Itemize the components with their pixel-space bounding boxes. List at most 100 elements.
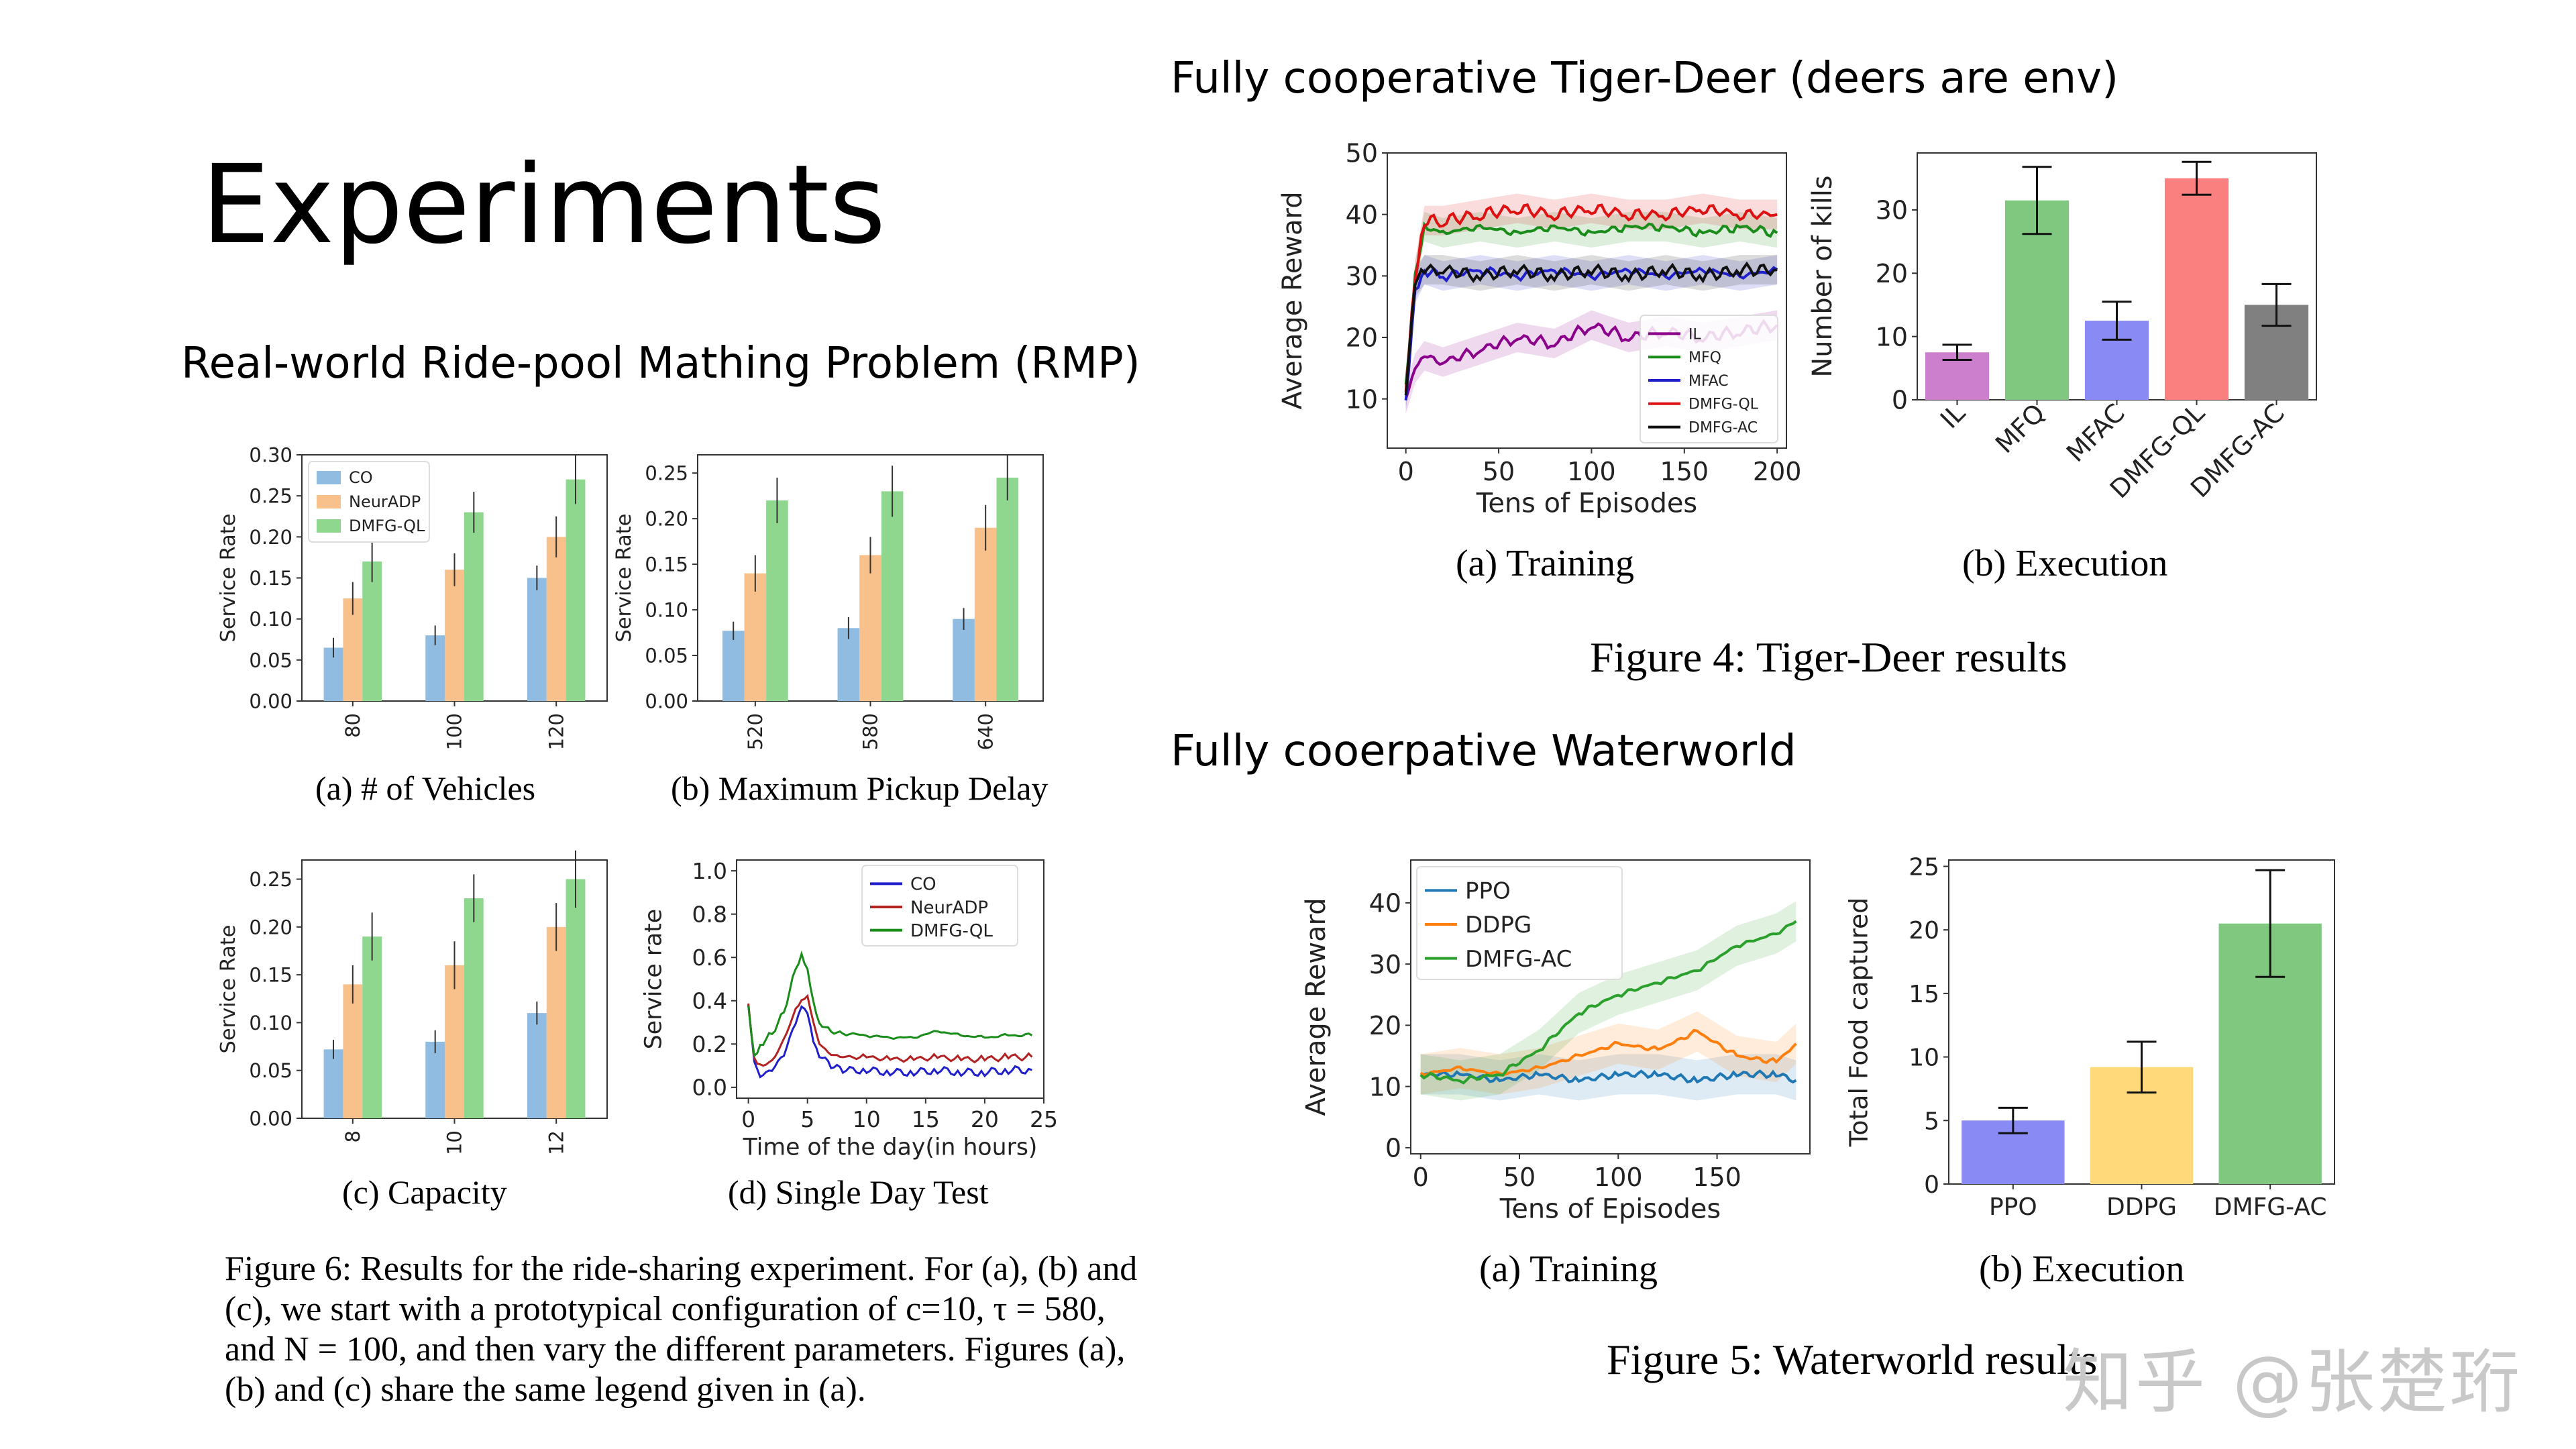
legend-box (861, 865, 1018, 947)
x-tick-label: 0 (741, 1106, 755, 1132)
series-line (1419, 920, 1797, 1085)
chart-waterworld-execution: 0 5 10 15 20 25 Total Food captured PPO DDPG DMFG… (1843, 853, 2335, 1221)
series-line (1419, 1028, 1797, 1077)
y-tick-label: 0.05 (249, 649, 292, 672)
y-tick-label: 0.25 (645, 462, 688, 485)
y-tick-label: 40 (1369, 889, 1401, 918)
y-tick-label: 0.6 (692, 945, 727, 971)
y-tick-label: 0.00 (249, 1107, 292, 1130)
y-tick-label: 0.8 (692, 902, 727, 928)
x-tick-label: 100 (1594, 1163, 1643, 1192)
series-line (747, 950, 1033, 1058)
x-tick-label: DMFG-AC (2214, 1193, 2327, 1221)
legend-label: DMFG-AC (1465, 946, 1572, 973)
y-axis-label: Service Rate (217, 514, 240, 643)
legend-swatch (317, 519, 341, 533)
bar (343, 984, 363, 1118)
y-tick-label: 30 (1346, 262, 1378, 291)
y-tick-label: 0 (1924, 1171, 1939, 1199)
legend-box (1416, 866, 1623, 980)
y-tick-label: 20 (1876, 259, 1908, 288)
series-line (1404, 203, 1778, 392)
y-tick-label: 0.20 (645, 508, 688, 531)
x-tick-label: IL (1935, 398, 1971, 434)
y-axis-label: Average Reward (1277, 191, 1308, 409)
y-axis-label: Average Reward (1301, 898, 1332, 1116)
bar (527, 1013, 547, 1118)
x-tick-label: 12 (545, 1130, 568, 1155)
x-tick-label: 5 (800, 1106, 814, 1132)
legend-box (1640, 315, 1778, 443)
y-tick-label: 0.00 (249, 690, 292, 712)
y-tick-label: 0.15 (249, 567, 292, 590)
y-tick-label: 0.15 (645, 553, 688, 576)
bar (425, 635, 445, 701)
series-line (747, 1005, 1032, 1079)
y-axis-label: Service Rate (612, 514, 636, 643)
bar (546, 537, 566, 701)
x-tick-label: 25 (1030, 1106, 1058, 1132)
x-tick-label: 200 (1753, 457, 1802, 486)
y-tick-label: 20 (1369, 1011, 1401, 1040)
bar (527, 578, 547, 701)
bar (722, 631, 745, 701)
x-tick-label: 640 (974, 713, 997, 750)
bar (953, 619, 975, 701)
variance-band (1405, 255, 1778, 414)
waterworld-heading: Fully cooerpative Waterworld (1171, 727, 1796, 776)
series-line (1404, 221, 1778, 385)
x-tick-label: 15 (912, 1106, 940, 1132)
chart-rmp-c: 0.00 0.05 0.10 0.15 0.20 0.25 Service Rate 8 10 1… (217, 850, 608, 1155)
y-tick-label: 40 (1346, 200, 1378, 229)
bar (546, 926, 566, 1118)
y-tick-label: 0.10 (249, 608, 292, 631)
bar (464, 512, 484, 701)
series-line (1404, 261, 1778, 396)
legend-label: MFAC (1688, 373, 1729, 390)
x-tick-label: 10 (853, 1106, 881, 1132)
caption-ww-a: (a) Training (1479, 1248, 1658, 1290)
figure-5-caption: Figure 5: Waterworld results (1607, 1336, 2098, 1383)
x-tick-label: 100 (1567, 457, 1616, 486)
y-tick-label: 1.0 (692, 858, 727, 884)
x-tick-label: DDPG (2106, 1193, 2177, 1221)
y-tick-label: 0.4 (692, 988, 727, 1014)
y-axis-label: Service rate (641, 909, 667, 1049)
x-tick-label: 100 (443, 713, 466, 750)
legend-label: DDPG (1465, 912, 1532, 938)
legend-label: CO (910, 875, 936, 895)
x-tick-label: 0 (1413, 1163, 1429, 1192)
variance-band (1405, 255, 1778, 408)
y-tick-label: 20 (1909, 917, 1939, 945)
y-tick-label: 0.25 (249, 868, 292, 891)
figure-4-caption: Figure 4: Tiger-Deer results (1590, 633, 2068, 681)
legend-label: DMFG-AC (1688, 420, 1758, 437)
bar (425, 1041, 445, 1118)
slide-title: Experiments (201, 142, 886, 268)
series-line (747, 994, 1033, 1067)
x-tick-label: 80 (341, 713, 364, 738)
x-tick-label: 520 (744, 713, 767, 750)
bar (566, 479, 586, 701)
chart-rmp-d: 0.0 0.2 0.4 0.6 0.8 1.0 Service rate 0 5 10 15 20 25… (641, 858, 1058, 1161)
y-tick-label: 10 (1876, 322, 1908, 352)
y-tick-label: 0.05 (645, 644, 688, 667)
y-tick-label: 0.10 (249, 1012, 292, 1034)
caption-rmp-b: (b) Maximum Pickup Delay (671, 769, 1049, 807)
y-tick-label: 0.05 (249, 1059, 292, 1082)
figure-6-caption: Figure 6: Results for the ride-sharing e… (225, 1250, 1138, 1409)
legend-label: DMFG-QL (910, 921, 993, 941)
x-tick-label: 50 (1503, 1163, 1536, 1192)
legend-swatch (317, 495, 341, 508)
variance-band (1420, 1011, 1796, 1095)
x-tick-label: 580 (859, 713, 882, 750)
x-tick-label: 0 (1398, 457, 1414, 486)
variance-band (1405, 193, 1778, 402)
x-tick-label: MFQ (1990, 398, 2051, 459)
bar (974, 527, 997, 701)
y-tick-label: 0.30 (249, 443, 292, 466)
y-tick-label: 15 (1909, 981, 1939, 1008)
x-tick-label: 150 (1693, 1163, 1741, 1192)
x-tick-label: 10 (443, 1130, 466, 1155)
